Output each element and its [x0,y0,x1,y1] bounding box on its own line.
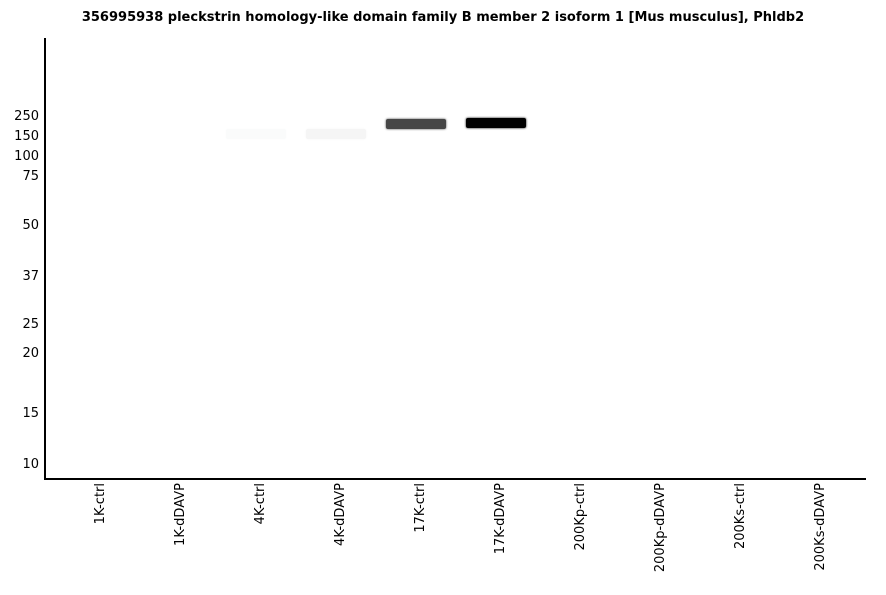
lane-label-text: 200Ks-dDAVP [813,483,828,571]
y-tick-label: 75 [22,169,39,184]
x-axis-line [44,478,866,480]
blot-band-4k-ctrl [226,129,286,139]
blot-band-17k-ctrl [386,119,446,129]
y-tick-label: 10 [22,457,39,472]
blot-band-4k-ddavp [306,129,366,139]
y-tick-label: 50 [22,218,39,233]
lane-label-text: 17K-dDAVP [493,483,508,555]
y-tick-label: 150 [14,129,39,144]
lane-label-text: 200Kp-ctrl [573,483,588,551]
lane-label-text: 17K-ctrl [413,483,428,533]
y-axis-line [44,38,46,480]
y-tick-label: 100 [14,149,39,164]
lane-label-text: 200Kp-dDAVP [653,483,668,573]
y-tick-label: 250 [14,109,39,124]
y-tick-label: 20 [22,346,39,361]
lane-label-text: 1K-dDAVP [173,483,188,546]
y-tick-label: 15 [22,406,39,421]
lane-label-text: 200Ks-ctrl [733,483,748,550]
y-tick-label: 37 [22,269,39,284]
blot-band-17k-ddavp [466,118,526,128]
lane-label-text: 4K-ctrl [253,483,268,525]
lane-label-text: 4K-dDAVP [333,483,348,546]
figure-title: 356995938 pleckstrin homology-like domai… [81,10,805,25]
lane-label-text: 1K-ctrl [93,483,108,525]
y-tick-label: 25 [22,317,39,332]
